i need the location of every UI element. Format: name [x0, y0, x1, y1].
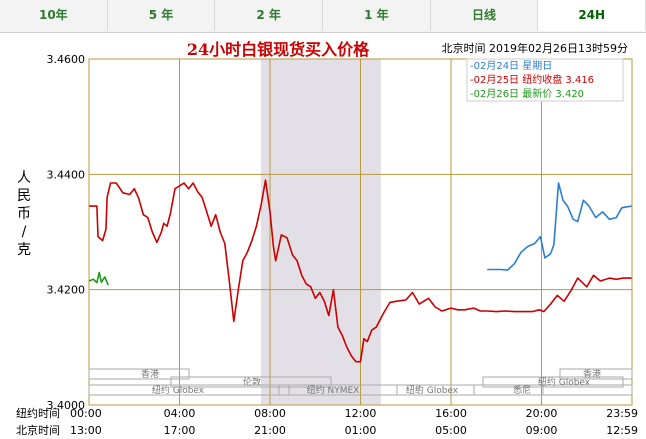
market-session-box	[278, 384, 420, 396]
market-session-label: 纽约 NYMEX	[307, 384, 360, 396]
x-tick-label-bj: 01:00	[345, 424, 377, 437]
x-tick-label-ny: 00:00	[70, 407, 102, 420]
legend: -02月24日 星期日 -02月25日 纽约收盘 3.416 -02月26日 最…	[466, 58, 624, 102]
x-row-label-ny: 纽约时间	[16, 406, 60, 420]
market-session-box	[88, 384, 290, 396]
market-session-label: 悉尼	[513, 384, 531, 396]
market-session-label: 香港	[583, 368, 601, 380]
x-tick-label-bj: 21:00	[254, 424, 286, 437]
market-session-box	[473, 384, 633, 396]
market-session-label: 伦敦	[243, 376, 261, 388]
y-axis-title-char: 币	[17, 206, 31, 222]
x-tick-label-bj: 12:59	[606, 424, 638, 437]
market-session-label: 纽约 Globex	[152, 384, 205, 396]
y-tick-label: 3.4400	[47, 168, 86, 181]
y-tick-label: 3.4600	[47, 53, 86, 66]
legend-box	[466, 58, 624, 102]
legend-entry-feb24: -02月24日 星期日	[470, 60, 552, 72]
tab-daily[interactable]: 日线	[431, 0, 539, 31]
nymex-session-shade	[260, 59, 381, 405]
tab-24h[interactable]: 24H	[538, 0, 646, 31]
market-session-box	[396, 384, 544, 396]
x-tick-label-bj: 17:00	[164, 424, 196, 437]
legend-entry-feb26: -02月26日 最新价 3.420	[470, 87, 584, 100]
x-tick-label-bj: 05:00	[435, 424, 467, 437]
y-axis-title: 人民币 / 克	[17, 170, 31, 258]
price-series-line-1	[487, 182, 632, 271]
market-session-label: 纽约 Globex	[406, 384, 459, 396]
market-session-box	[482, 376, 624, 388]
market-session-box	[559, 368, 633, 380]
x-tick-label-ny: 08:00	[254, 407, 286, 420]
chart-title: 24小时白银现货买入价格	[187, 40, 370, 59]
tab-1-year[interactable]: 1 年	[323, 0, 431, 31]
tab-5-year[interactable]: 5 年	[108, 0, 216, 31]
chart-timestamp: 北京时间 2019年02月26日13时59分	[442, 41, 628, 55]
x-tick-label-ny: 16:00	[435, 407, 467, 420]
y-tick-label: 3.4200	[47, 284, 86, 297]
price-series-line-2	[88, 271, 109, 286]
price-series-line-0	[89, 179, 632, 363]
x-tick-label-ny: 20:00	[526, 407, 558, 420]
x-tick-label-ny: 04:00	[164, 407, 196, 420]
market-session-box	[88, 368, 190, 380]
y-axis-title-char: 克	[17, 242, 31, 258]
x-tick-label-bj: 09:00	[526, 424, 558, 437]
x-tick-label-ny: 12:00	[345, 407, 377, 420]
market-session-label: 香港	[141, 368, 159, 380]
tab-2-year[interactable]: 2 年	[215, 0, 324, 31]
y-axis-title-char: 民	[17, 188, 31, 204]
x-row-label-bj: 北京时间	[16, 423, 60, 437]
y-tick-label: 3.4000	[47, 399, 86, 412]
x-tick-label-ny: 23:59	[606, 407, 638, 420]
y-axis-title-char: /	[22, 224, 27, 240]
legend-entry-feb25: -02月25日 纽约收盘 3.416	[470, 73, 594, 86]
market-session-box	[170, 376, 332, 388]
market-session-label: 纽约 Globex	[538, 376, 591, 388]
timeframe-tabs: 10年 5 年 2 年 1 年 日线 24H	[0, 0, 646, 33]
tab-10-year[interactable]: 10年	[0, 0, 108, 31]
x-tick-label-bj: 13:00	[70, 424, 102, 437]
y-axis-title-char: 人	[17, 170, 31, 186]
